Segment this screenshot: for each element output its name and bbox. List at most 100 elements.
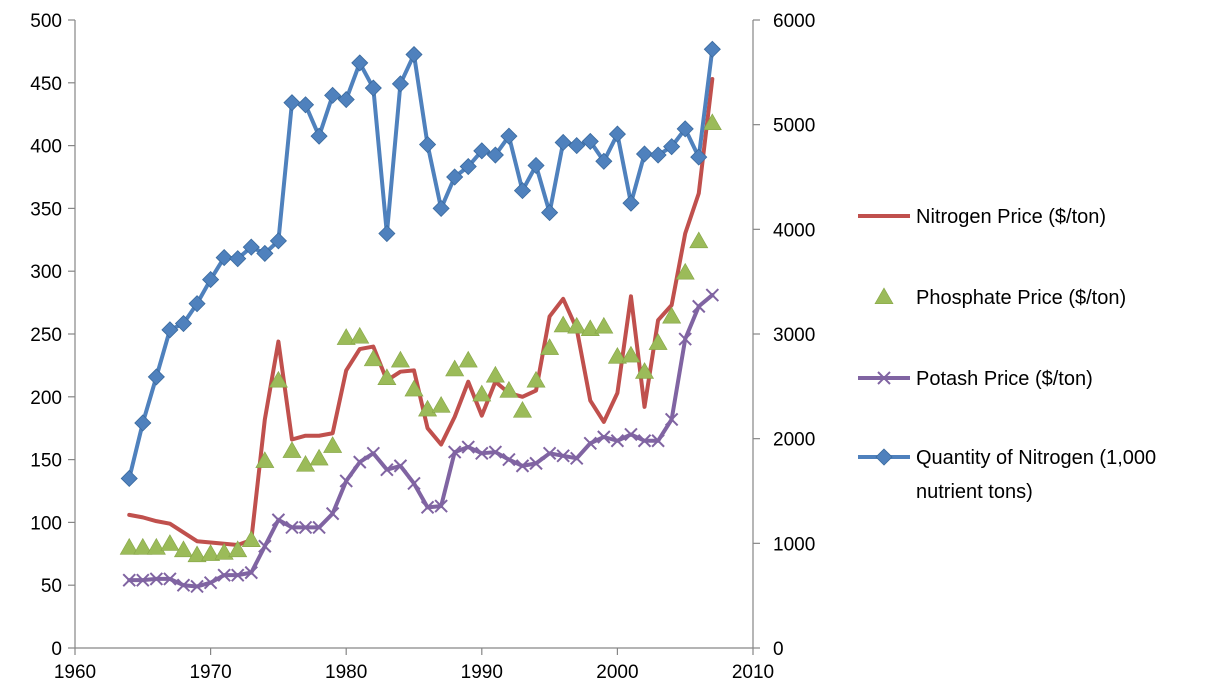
legend-item-2: Phosphate Price ($/ton) [874,287,1126,309]
data-point [391,75,410,93]
data-point [378,224,396,243]
data-point [339,474,353,488]
right-y-tick-label: 4000 [773,220,815,241]
data-point [202,271,220,289]
data-point [692,299,706,314]
axes: 0501001502002503003504004505000100020003… [30,11,815,683]
left-y-tick-label: 300 [30,262,62,283]
data-point [120,469,138,488]
data-point [434,499,448,513]
data-point [607,347,627,364]
data-point [512,401,532,418]
legend-label-line-2: nutrient tons) [916,481,1033,503]
data-point [705,288,720,302]
data-point [174,314,193,333]
data-point [363,349,383,367]
data-point [595,152,613,170]
data-point [515,459,530,473]
data-point [485,365,505,383]
data-point [160,534,180,551]
data-point [255,451,275,468]
right-y-tick-label: 6000 [773,11,815,32]
data-point [649,146,667,164]
data-point [567,316,587,334]
data-point [458,350,478,368]
data-point [486,146,504,164]
data-point [542,446,557,461]
data-point [380,462,394,477]
data-point [689,231,709,249]
right-y-tick-label: 5000 [773,116,815,137]
data-point [690,148,708,166]
left-y-tick-label: 500 [30,11,62,32]
data-point [610,434,625,448]
data-point [173,540,193,558]
data-point [146,537,166,555]
data-point [203,575,218,590]
right-y-tick-label: 0 [773,639,784,660]
data-point [473,142,491,160]
data-point [472,384,492,402]
left-y-tick-label: 0 [51,639,62,660]
data-point [187,545,207,563]
data-point [336,328,356,345]
data-point [513,182,532,200]
data-point [256,244,274,262]
data-point [635,362,655,379]
data-point [377,368,397,386]
data-point [176,578,191,592]
data-point [188,295,206,313]
data-point [405,45,423,64]
legend: Nitrogen Price ($/ton) Phosphate Price ($… [858,206,1156,503]
data-point [461,440,475,454]
data-point [393,459,408,473]
data-point [324,86,342,104]
data-point [337,90,355,109]
data-point [459,157,477,176]
legend-label: Nitrogen Price ($/ton) [916,206,1106,228]
data-point [541,204,559,222]
series-2 [119,113,722,563]
left-y-tick-label: 100 [30,513,62,534]
data-point [526,370,546,388]
data-point [163,572,177,586]
left-y-tick-label: 200 [30,388,62,409]
legend-label: Potash Price ($/ton) [916,368,1093,390]
x-tick-label: 2000 [596,662,638,683]
data-point [624,427,638,442]
legend-item-3: Potash Price ($/ton) [858,368,1093,390]
plot-area [119,40,722,594]
legend-swatch-marker [875,448,893,466]
series-1 [127,77,715,548]
left-y-tick-label: 250 [30,325,62,346]
data-point [675,262,695,280]
data-point [594,316,614,334]
data-point [149,572,164,586]
legend-label: Quantity of Nitrogen (1,000 nutrient tons… [916,447,1156,503]
data-point [283,94,301,112]
data-point [597,430,611,444]
data-point [214,542,234,560]
data-point [268,370,288,388]
data-point [570,451,584,466]
data-point [446,168,464,186]
data-point [133,537,153,555]
data-point [432,199,450,217]
data-point [553,315,573,333]
x-tick-label: 1990 [461,662,503,683]
data-point [635,145,654,163]
legend-label: Phosphate Price ($/ton) [916,287,1126,309]
x-tick-label: 1960 [54,662,96,683]
data-point [663,138,681,156]
data-point [445,359,465,377]
data-point [242,238,260,256]
legend-item-4: Quantity of Nitrogen (1,000 nutrient tons… [858,447,1156,503]
data-point [648,333,668,350]
x-tick-label: 1970 [189,662,231,683]
legend-swatch-marker [877,371,891,385]
data-point [282,441,302,458]
data-point [122,573,136,587]
series-line [127,293,715,589]
data-point [420,500,435,515]
data-point [298,520,313,535]
